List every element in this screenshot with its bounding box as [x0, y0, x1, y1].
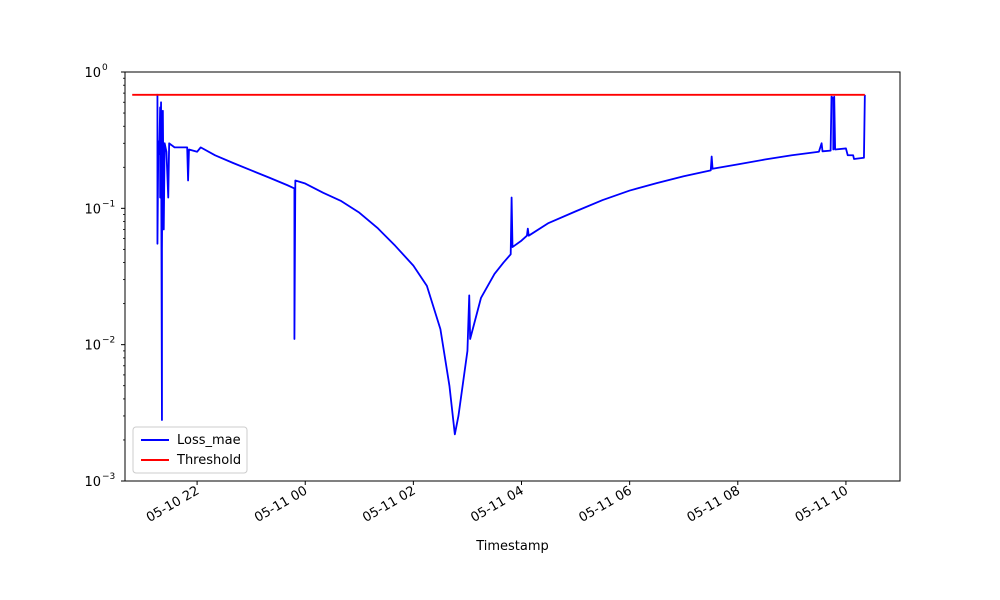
y-tick-label-exponent: −1	[102, 199, 115, 209]
plot-area-frame	[124, 71, 901, 482]
legend: Loss_mae Threshold	[132, 426, 248, 474]
y-tick-label: 10	[84, 202, 101, 217]
legend-label: Threshold	[176, 453, 241, 468]
series-layer	[132, 93, 866, 436]
series-line-loss-mae	[156, 93, 866, 436]
y-tick-label: 10	[84, 66, 101, 81]
legend-label: Loss_mae	[177, 433, 241, 448]
y-tick-label-exponent: −2	[102, 336, 115, 346]
legend-box	[132, 426, 248, 474]
y-tick-label: 10	[84, 339, 101, 354]
y-tick-label-exponent: 0	[102, 63, 108, 73]
y-tick-label-exponent: −3	[102, 472, 115, 482]
x-axis-label: Timestamp	[475, 539, 549, 554]
y-tick-label: 10	[84, 475, 101, 490]
